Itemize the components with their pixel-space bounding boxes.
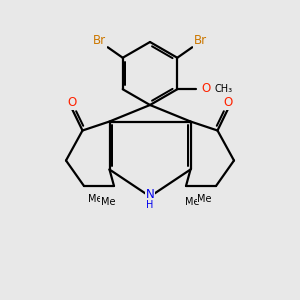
Text: Me: Me xyxy=(185,196,199,207)
Text: CH₃: CH₃ xyxy=(214,84,232,94)
Text: O: O xyxy=(68,96,76,109)
Text: O: O xyxy=(201,82,211,95)
Text: Me: Me xyxy=(197,194,212,204)
Text: Br: Br xyxy=(194,34,207,47)
Text: Br: Br xyxy=(93,34,106,47)
Text: N: N xyxy=(146,188,154,202)
Text: Me: Me xyxy=(88,194,103,204)
Text: O: O xyxy=(224,96,232,109)
Text: H: H xyxy=(146,200,154,211)
Text: Me: Me xyxy=(101,196,115,207)
